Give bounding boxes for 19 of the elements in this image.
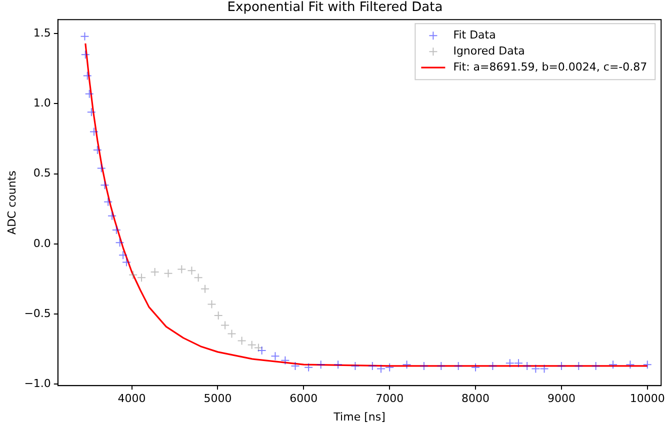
- x-tick-label: 5000: [204, 392, 232, 406]
- legend-label: Fit: a=8691.59, b=0.0024, c=-0.87: [453, 60, 648, 74]
- x-tick-label: 9000: [547, 392, 576, 406]
- chart-title: Exponential Fit with Filtered Data: [227, 0, 443, 16]
- y-tick-label: 1.5: [33, 26, 51, 40]
- x-tick-label: 10000: [630, 392, 665, 406]
- y-tick-label: 0.5: [33, 166, 51, 180]
- y-tick-label: 0.0: [33, 236, 51, 250]
- x-tick-label: 4000: [118, 392, 146, 406]
- x-axis-title: Time [ns]: [332, 410, 386, 424]
- y-tick-label: −1.0: [24, 377, 51, 390]
- x-tick-label: 7000: [376, 392, 404, 406]
- legend-label: Ignored Data: [453, 44, 525, 58]
- x-tick-label: 6000: [290, 392, 318, 406]
- x-tick-label: 8000: [462, 392, 490, 406]
- y-axis-title: ADC counts: [5, 170, 18, 235]
- legend-label: Fit Data: [453, 28, 496, 42]
- y-tick-label: 1.0: [33, 96, 51, 110]
- y-tick-label: −0.5: [24, 306, 51, 320]
